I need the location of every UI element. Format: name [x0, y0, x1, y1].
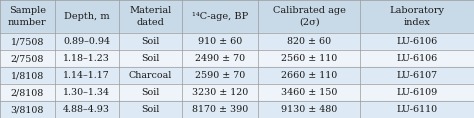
Text: 1.18–1.23: 1.18–1.23 — [63, 54, 110, 63]
Bar — [360, 84, 474, 101]
Bar — [55, 50, 118, 67]
Bar — [258, 0, 360, 33]
Bar — [118, 33, 182, 50]
Text: 3230 ± 120: 3230 ± 120 — [192, 88, 248, 97]
Text: Charcoal: Charcoal — [129, 71, 172, 80]
Text: 2/8108: 2/8108 — [10, 88, 44, 97]
Bar — [55, 33, 118, 50]
Text: 1.30–1.34: 1.30–1.34 — [63, 88, 110, 97]
Text: 4.88–4.93: 4.88–4.93 — [63, 105, 110, 114]
Text: 0.89–0.94: 0.89–0.94 — [63, 37, 110, 46]
Bar — [360, 0, 474, 33]
Bar — [258, 33, 360, 50]
Bar — [55, 101, 118, 118]
Text: Calibrated age
(2σ): Calibrated age (2σ) — [273, 6, 346, 27]
Bar — [55, 84, 118, 101]
Bar — [0, 0, 55, 33]
Text: Sample
number: Sample number — [8, 6, 46, 27]
Text: 3460 ± 150: 3460 ± 150 — [281, 88, 337, 97]
Bar — [0, 101, 55, 118]
Text: 3/8108: 3/8108 — [10, 105, 44, 114]
Bar — [258, 101, 360, 118]
Text: Depth, m: Depth, m — [64, 12, 109, 21]
Bar — [258, 67, 360, 84]
Bar — [118, 67, 182, 84]
Bar — [360, 33, 474, 50]
Bar — [182, 84, 258, 101]
Text: 1/7508: 1/7508 — [10, 37, 44, 46]
Text: LU-6106: LU-6106 — [396, 54, 438, 63]
Text: 2/7508: 2/7508 — [10, 54, 44, 63]
Bar — [258, 50, 360, 67]
Text: Material
dated: Material dated — [129, 6, 172, 27]
Text: Soil: Soil — [141, 54, 160, 63]
Text: 2490 ± 70: 2490 ± 70 — [195, 54, 246, 63]
Text: ¹⁴C-age, BP: ¹⁴C-age, BP — [192, 12, 248, 21]
Bar — [0, 67, 55, 84]
Text: 2560 ± 110: 2560 ± 110 — [281, 54, 337, 63]
Text: 820 ± 60: 820 ± 60 — [287, 37, 331, 46]
Text: LU-6106: LU-6106 — [396, 37, 438, 46]
Bar — [118, 0, 182, 33]
Text: Soil: Soil — [141, 37, 160, 46]
Bar — [360, 67, 474, 84]
Bar — [118, 101, 182, 118]
Bar — [55, 0, 118, 33]
Text: 8170 ± 390: 8170 ± 390 — [192, 105, 248, 114]
Bar — [182, 67, 258, 84]
Bar — [360, 101, 474, 118]
Text: Laboratory
index: Laboratory index — [390, 6, 445, 27]
Text: 9130 ± 480: 9130 ± 480 — [281, 105, 337, 114]
Bar — [118, 50, 182, 67]
Bar — [0, 50, 55, 67]
Bar — [55, 67, 118, 84]
Text: 1.14–1.17: 1.14–1.17 — [63, 71, 110, 80]
Text: 1/8108: 1/8108 — [10, 71, 44, 80]
Text: LU-6109: LU-6109 — [396, 88, 438, 97]
Bar — [0, 33, 55, 50]
Text: Soil: Soil — [141, 88, 160, 97]
Bar — [360, 50, 474, 67]
Text: 2660 ± 110: 2660 ± 110 — [281, 71, 337, 80]
Bar — [118, 84, 182, 101]
Bar — [182, 50, 258, 67]
Text: LU-6110: LU-6110 — [397, 105, 438, 114]
Bar — [0, 84, 55, 101]
Bar — [182, 33, 258, 50]
Text: Soil: Soil — [141, 105, 160, 114]
Bar — [182, 0, 258, 33]
Text: 910 ± 60: 910 ± 60 — [198, 37, 243, 46]
Bar — [258, 84, 360, 101]
Text: LU-6107: LU-6107 — [397, 71, 438, 80]
Text: 2590 ± 70: 2590 ± 70 — [195, 71, 246, 80]
Bar — [182, 101, 258, 118]
